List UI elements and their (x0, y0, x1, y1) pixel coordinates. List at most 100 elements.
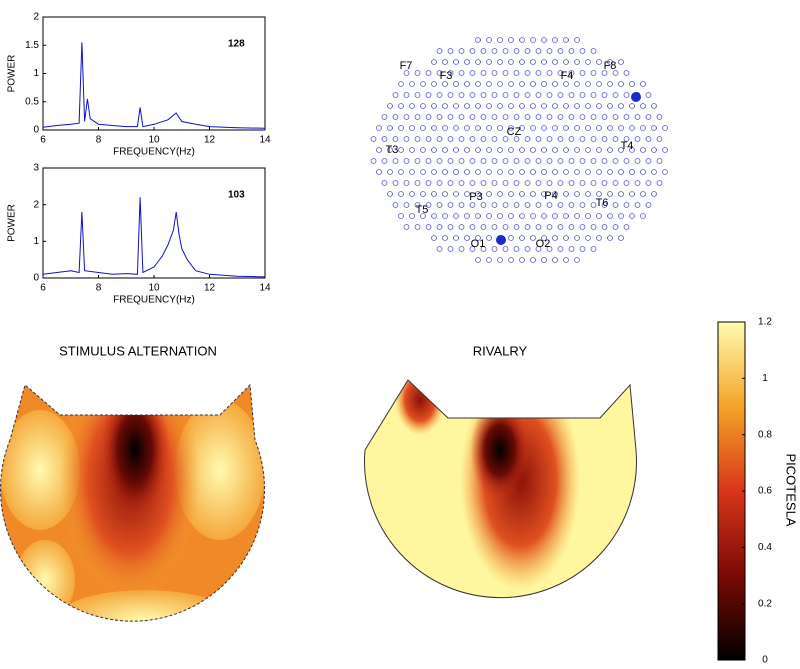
sensor (519, 37, 525, 43)
sensor (392, 92, 399, 98)
sensor (552, 191, 558, 197)
sensor (497, 169, 503, 175)
y-tick-label: 1.5 (25, 40, 39, 51)
y-axis-label: POWER (7, 204, 18, 242)
sensor (563, 37, 569, 43)
sensor (403, 180, 410, 186)
sensor (475, 213, 481, 219)
sensor (480, 158, 487, 164)
sensor (502, 158, 509, 164)
sensor (453, 213, 459, 219)
sensor (634, 202, 641, 208)
sensor (475, 235, 481, 241)
sensor (403, 158, 410, 164)
sensor-label: T3 (386, 144, 399, 156)
sensor (442, 103, 448, 109)
sensor (508, 213, 514, 219)
sensor (497, 81, 503, 87)
sensor (513, 48, 520, 54)
sensor (557, 92, 564, 98)
sensor (590, 202, 597, 208)
colorbar-tick-label: 0.2 (758, 598, 772, 609)
sensor (596, 59, 602, 65)
sensor (475, 169, 481, 175)
sensor (420, 147, 426, 153)
sensor (442, 125, 448, 131)
sensor (409, 103, 415, 109)
sensor (541, 125, 547, 131)
sensor (535, 136, 542, 142)
sensor (464, 235, 470, 241)
sensor (502, 224, 509, 230)
sensor (656, 136, 663, 142)
colorbar-tick-label: 1.2 (758, 317, 772, 328)
sensor (535, 70, 542, 76)
sensor (568, 180, 575, 186)
sensor (656, 114, 663, 120)
sensor (431, 235, 437, 241)
sensor (607, 213, 613, 219)
sensor (453, 125, 459, 131)
sensor (403, 202, 410, 208)
topomap-title: STIMULUS ALTERNATION (59, 343, 217, 358)
sensor (607, 191, 613, 197)
sensor (469, 202, 476, 208)
sensor (541, 257, 547, 263)
sensor (579, 158, 586, 164)
sensor (541, 37, 547, 43)
sensor (392, 202, 399, 208)
sensor (590, 180, 597, 186)
sensor (568, 48, 575, 54)
sensor (618, 235, 624, 241)
sensor (409, 125, 415, 131)
y-tick-label: 1 (33, 236, 39, 247)
y-tick-label: 2 (33, 199, 39, 210)
sensor (552, 169, 558, 175)
sensor (530, 37, 536, 43)
topomap-title: RIVALRY (473, 343, 528, 358)
sensor (530, 191, 536, 197)
sensor (469, 114, 476, 120)
sensor (409, 191, 415, 197)
sensor (486, 147, 492, 153)
sensor (420, 125, 426, 131)
sensor (486, 37, 492, 43)
sensor (425, 180, 432, 186)
sensor (590, 246, 597, 252)
sensor (508, 235, 514, 241)
sensor (590, 70, 597, 76)
sensor (502, 246, 509, 252)
sensor (524, 136, 531, 142)
sensor (607, 103, 613, 109)
sensor (519, 235, 525, 241)
x-tick-label: 6 (40, 135, 46, 146)
sensor (486, 169, 492, 175)
x-tick-label: 8 (96, 135, 102, 146)
sensor (453, 103, 459, 109)
sensor (469, 136, 476, 142)
sensor (656, 158, 663, 164)
sensor (524, 246, 531, 252)
sensor (480, 180, 487, 186)
sensor (601, 136, 608, 142)
sensor (590, 114, 597, 120)
sensor (414, 70, 421, 76)
sensor (475, 191, 481, 197)
colorbar (717, 321, 746, 661)
sensor (442, 169, 448, 175)
colorbar-tick-label: 0.4 (758, 542, 772, 553)
y-axis-label: POWER (7, 55, 18, 93)
sensor (546, 136, 553, 142)
sensor (579, 202, 586, 208)
sensor (453, 191, 459, 197)
sensor (623, 224, 630, 230)
sensor (535, 224, 542, 230)
sensor (563, 147, 569, 153)
y-tick-label: 0 (33, 125, 39, 136)
sensor (574, 125, 580, 131)
sensor (651, 191, 657, 197)
sensor (563, 81, 569, 87)
sensor (420, 169, 426, 175)
sensor (579, 224, 586, 230)
sensor (596, 235, 602, 241)
